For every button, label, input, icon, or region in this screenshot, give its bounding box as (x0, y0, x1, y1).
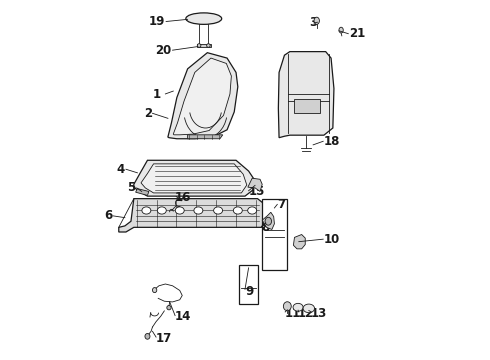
Ellipse shape (152, 288, 157, 293)
Ellipse shape (314, 17, 319, 24)
Text: 11: 11 (285, 307, 301, 320)
Polygon shape (141, 164, 247, 193)
Ellipse shape (194, 207, 203, 214)
Bar (262, 199, 287, 270)
Text: 16: 16 (175, 191, 192, 204)
Ellipse shape (145, 333, 150, 339)
Bar (196, 44, 211, 47)
Ellipse shape (186, 13, 221, 24)
Ellipse shape (247, 207, 257, 214)
Ellipse shape (283, 302, 291, 311)
Text: 8: 8 (261, 221, 270, 234)
Text: 15: 15 (248, 185, 265, 198)
Bar (294, 99, 319, 113)
Ellipse shape (167, 306, 171, 310)
Ellipse shape (207, 44, 210, 47)
Ellipse shape (175, 207, 184, 214)
Polygon shape (168, 53, 238, 139)
Text: 2: 2 (144, 107, 152, 120)
Text: 12: 12 (298, 307, 314, 320)
Polygon shape (278, 51, 334, 138)
Ellipse shape (339, 27, 343, 33)
Ellipse shape (265, 217, 271, 225)
Text: 10: 10 (324, 233, 340, 246)
Ellipse shape (293, 303, 303, 311)
Text: 20: 20 (155, 44, 172, 57)
Polygon shape (248, 178, 262, 192)
Text: 5: 5 (127, 181, 136, 194)
Text: 6: 6 (104, 210, 112, 222)
Polygon shape (119, 199, 266, 232)
Ellipse shape (214, 207, 222, 214)
Text: 18: 18 (324, 135, 340, 148)
Polygon shape (188, 135, 223, 139)
Text: 17: 17 (155, 332, 172, 345)
Polygon shape (294, 234, 305, 249)
Polygon shape (134, 160, 255, 196)
Text: 21: 21 (349, 27, 365, 40)
Text: 1: 1 (152, 88, 161, 101)
Bar (239, 265, 258, 304)
Polygon shape (262, 212, 274, 229)
Text: 19: 19 (149, 15, 166, 28)
Ellipse shape (233, 207, 243, 214)
Polygon shape (136, 189, 149, 195)
Text: 4: 4 (117, 163, 125, 176)
Ellipse shape (197, 44, 201, 47)
Text: 13: 13 (311, 307, 327, 320)
Text: 7: 7 (277, 198, 285, 211)
Ellipse shape (303, 304, 315, 313)
Text: 14: 14 (175, 310, 192, 324)
Text: 9: 9 (245, 285, 253, 298)
Ellipse shape (142, 207, 151, 214)
Ellipse shape (157, 207, 166, 214)
Text: 3: 3 (310, 17, 318, 30)
Polygon shape (173, 58, 231, 135)
